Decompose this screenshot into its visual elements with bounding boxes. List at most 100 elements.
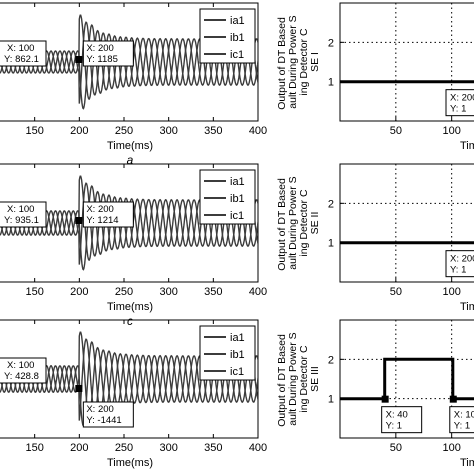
y-axis-label-line: Output of DT Based xyxy=(276,14,288,110)
datatip-y: Y: 428.8 xyxy=(4,371,39,382)
x-tick-label: 250 xyxy=(115,442,133,454)
x-tick-label: 200 xyxy=(70,286,88,298)
x-tick-label: 150 xyxy=(25,442,43,454)
y-tick-label: 2 xyxy=(328,198,334,210)
datatip-box xyxy=(449,406,474,434)
x-tick-label: 300 xyxy=(159,125,177,137)
y-axis-label: Output of DT Based ault During Power Sin… xyxy=(276,331,321,427)
x-tick-label: 50 xyxy=(390,442,402,454)
x-tick-label: 300 xyxy=(159,442,177,454)
y-axis-label-line: SE III xyxy=(309,366,321,392)
datatip-x: X: 200 xyxy=(450,93,474,104)
datatip-y: Y: 1 xyxy=(450,104,466,115)
datatip-marker xyxy=(449,395,457,403)
datatip-y: Y: 935.1 xyxy=(4,215,39,226)
x-tick-label: 150 xyxy=(25,125,43,137)
plot-frame xyxy=(339,2,474,122)
legend-entry: ic1 xyxy=(230,366,244,378)
x-tick-label: 100 xyxy=(442,442,460,454)
x-tick-label: 50 xyxy=(390,125,402,137)
legend-entry: ic1 xyxy=(230,49,244,61)
datatip-x: X: 200 xyxy=(450,254,474,265)
x-tick-label: 400 xyxy=(249,286,267,298)
y-axis-label-line: Output of DT Based xyxy=(276,331,288,427)
datatip-x: X: 100 xyxy=(7,360,34,371)
plot-frame xyxy=(339,163,474,283)
datatip-box xyxy=(381,406,423,434)
x-axis-label: Tim xyxy=(460,457,474,469)
series-line-ib1 xyxy=(0,21,258,104)
y-tick-label: 2 xyxy=(328,354,334,366)
y-tick-label: 1 xyxy=(328,394,334,406)
y-axis-label-line: ing Detector C xyxy=(298,345,310,413)
datatip-box xyxy=(0,40,47,67)
y-tick-label: 2 xyxy=(328,37,334,49)
waveform-panel-e: 150 200 250 300 350 400 Time(ms)e ia1 ib1 ic1 X: 1… xyxy=(0,319,267,474)
legend-entry: ia1 xyxy=(230,15,245,27)
x-tick-label: 350 xyxy=(204,442,222,454)
datatip-x: X: 200 xyxy=(86,43,113,54)
x-tick-label: 250 xyxy=(115,125,133,137)
datatip-y: Y: -1441 xyxy=(86,415,121,426)
datatip-y: Y: 1 xyxy=(386,421,402,432)
x-tick-label: 300 xyxy=(159,286,177,298)
legend-entry: ib1 xyxy=(230,193,245,205)
x-axis-label: Time(ms) xyxy=(107,140,153,152)
y-axis-label: Output of DT Based ault During Power Sin… xyxy=(276,175,321,271)
legend-entry: ia1 xyxy=(230,176,245,188)
waveform-panel-c: 150 200 250 300 350 400 Time(ms)c ia1 ib1 ic1 X: 1… xyxy=(0,163,267,328)
panel-caption: e xyxy=(127,470,134,474)
datatip-box xyxy=(82,201,134,228)
datatip-x: X: 100 xyxy=(7,43,34,54)
y-axis-label-line: ault During Power S xyxy=(287,15,299,108)
datatip-box xyxy=(0,201,47,228)
x-axis-label: Tim xyxy=(460,301,474,313)
datatip-y: Y: 862.1 xyxy=(4,54,39,65)
x-axis-label: Time(ms) xyxy=(107,301,153,313)
datatip-box xyxy=(445,89,474,117)
y-axis-label-line: ault During Power S xyxy=(287,332,299,425)
x-tick-label: 100 xyxy=(442,286,460,298)
datatip-x: X: 100 xyxy=(7,204,34,215)
datatip-y: Y: 1 xyxy=(450,265,466,276)
y-axis-label-line: SE II xyxy=(309,212,321,235)
y-axis-label-line: SE I xyxy=(309,52,321,72)
series-line-ib1 xyxy=(0,338,258,421)
datatip-marker xyxy=(75,56,83,63)
datatip-x: X: 200 xyxy=(86,404,113,415)
x-tick-label: 350 xyxy=(204,286,222,298)
x-tick-label: 200 xyxy=(70,125,88,137)
y-tick-label: 1 xyxy=(328,77,334,89)
legend-entry: ib1 xyxy=(230,349,245,361)
datatip-box xyxy=(0,357,47,384)
datatip-box xyxy=(82,40,134,67)
detector-output-line xyxy=(340,357,474,401)
datatip-x: X: 40 xyxy=(386,410,408,421)
x-tick-label: 100 xyxy=(442,125,460,137)
datatip-y: Y: 1185 xyxy=(86,54,118,65)
datatip-marker xyxy=(75,217,83,224)
x-tick-label: 400 xyxy=(249,125,267,137)
y-axis-label-line: ing Detector C xyxy=(298,28,310,96)
y-axis-label: Output of DT Based ault During Power Sin… xyxy=(276,14,321,110)
datatip-box xyxy=(82,401,134,428)
datatip-x: X: 101 xyxy=(454,410,474,421)
legend-entry: ia1 xyxy=(230,332,245,344)
datatip-box xyxy=(445,250,474,278)
x-tick-label: 50 xyxy=(390,286,402,298)
y-axis-label-line: Output of DT Based xyxy=(276,175,288,271)
y-tick-label: 1 xyxy=(328,238,334,250)
series-line-ib1 xyxy=(0,182,258,265)
datatip-marker xyxy=(75,385,83,392)
panel-caption: a xyxy=(127,153,134,167)
datatip-y: Y: 1214 xyxy=(86,215,118,226)
legend-entry: ib1 xyxy=(230,32,245,44)
x-tick-label: 200 xyxy=(70,442,88,454)
datatip-x: X: 200 xyxy=(86,204,113,215)
datatip-marker xyxy=(381,395,389,403)
panel-caption: c xyxy=(127,314,133,328)
